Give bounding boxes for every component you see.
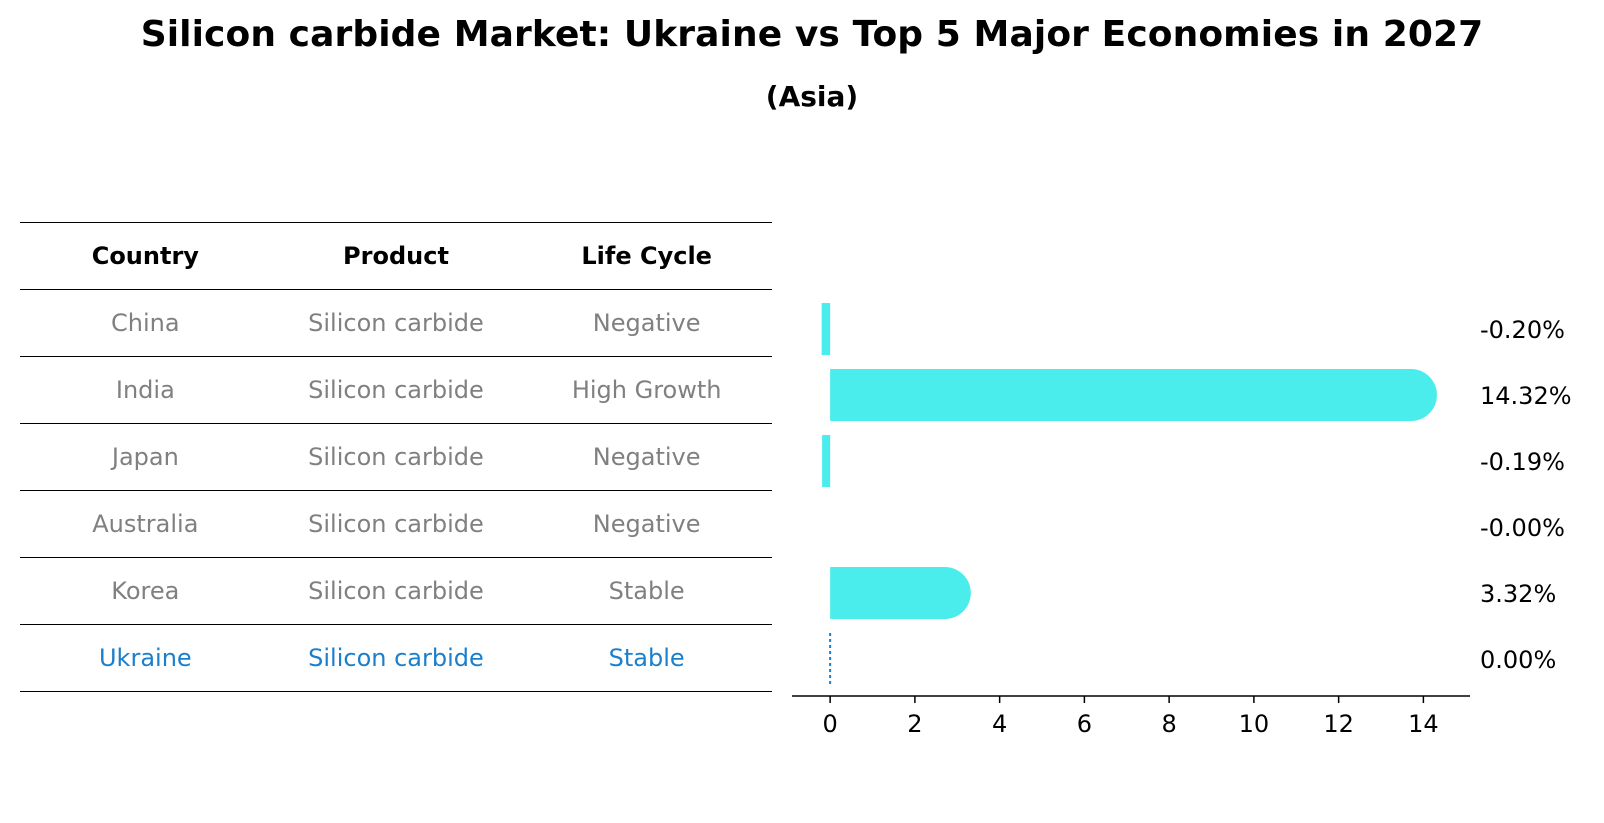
chart-title: Silicon carbide Market: Ukraine vs Top 5… <box>140 14 1484 55</box>
bar-india <box>830 369 1437 421</box>
cell-country: India <box>20 356 271 424</box>
cell-product: Silicon carbide <box>270 624 522 692</box>
value-label-japan: -0.19% <box>1480 448 1565 476</box>
table-row: Japan Silicon carbide Negative <box>20 423 772 491</box>
header-product: Product <box>270 222 522 290</box>
table-row: Korea Silicon carbide Stable <box>20 557 772 625</box>
cell-country: Ukraine <box>20 624 271 692</box>
value-label-korea: 3.32% <box>1480 580 1556 608</box>
cell-life-cycle: High Growth <box>521 356 772 424</box>
x-tick-label: 10 <box>1239 710 1270 738</box>
value-label-india: 14.32% <box>1480 382 1572 410</box>
cell-product: Silicon carbide <box>270 289 522 357</box>
table-row: China Silicon carbide Negative <box>20 289 772 357</box>
bar-japan <box>822 435 831 487</box>
cell-country: Korea <box>20 557 271 625</box>
chart-subtitle: (Asia) <box>765 80 859 113</box>
bar-korea <box>830 567 971 619</box>
cell-country: Japan <box>20 423 271 491</box>
x-tick-label: 2 <box>907 710 922 738</box>
x-tick-label: 4 <box>992 710 1007 738</box>
table-row: Australia Silicon carbide Negative <box>20 490 772 558</box>
x-tick-label: 0 <box>822 710 837 738</box>
header-life-cycle: Life Cycle <box>521 222 772 290</box>
value-label-ukraine: 0.00% <box>1480 646 1556 674</box>
cell-country: China <box>20 289 271 357</box>
bar-china <box>821 303 831 355</box>
table-header-row: Country Product Life Cycle <box>20 222 772 290</box>
table-row: India Silicon carbide High Growth <box>20 356 772 424</box>
cell-country: Australia <box>20 490 271 558</box>
cell-life-cycle: Negative <box>521 490 772 558</box>
cell-product: Silicon carbide <box>270 557 522 625</box>
table-row-highlighted: Ukraine Silicon carbide Stable <box>20 624 772 692</box>
cell-product: Silicon carbide <box>270 490 522 558</box>
x-tick-label: 14 <box>1408 710 1439 738</box>
cell-life-cycle: Stable <box>521 557 772 625</box>
country-table: Country Product Life Cycle China Silicon… <box>20 222 772 692</box>
cell-product: Silicon carbide <box>270 356 522 424</box>
cell-life-cycle: Negative <box>521 423 772 491</box>
cell-life-cycle: Negative <box>521 289 772 357</box>
x-tick-label: 8 <box>1161 710 1176 738</box>
cell-product: Silicon carbide <box>270 423 522 491</box>
value-label-china: -0.20% <box>1480 316 1565 344</box>
header-country: Country <box>20 222 271 290</box>
cell-life-cycle: Stable <box>521 624 772 692</box>
x-tick-label: 12 <box>1323 710 1354 738</box>
x-tick-label: 6 <box>1077 710 1092 738</box>
value-label-australia: -0.00% <box>1480 514 1565 542</box>
